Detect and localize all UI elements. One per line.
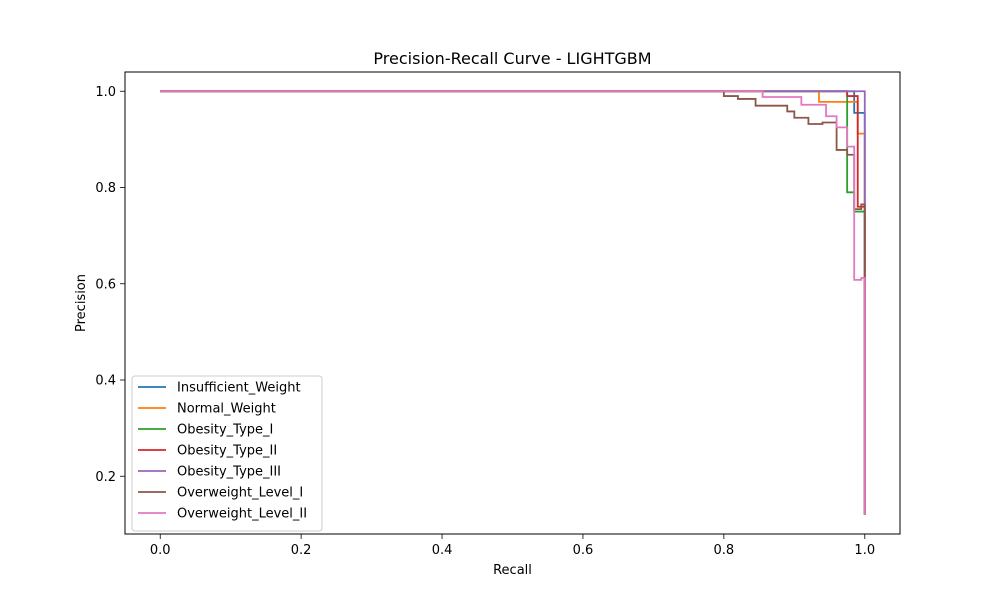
legend-box [131, 375, 323, 532]
legend-entry: Obesity_Type_I [177, 423, 273, 438]
legend: Insufficient_Weight Normal_Weight Obesity_… [131, 375, 323, 532]
y-axis: 0.2 0.4 0.6 0.8 1.0 [95, 85, 125, 485]
chart-title: Precision-Recall Curve - LIGHTGBM [373, 49, 651, 68]
legend-entry: Overweight_Level_I [177, 486, 303, 501]
x-tick-label: 1.0 [854, 543, 875, 558]
legend-entry: Normal_Weight [177, 402, 276, 417]
legend-entry: Obesity_Type_II [177, 444, 277, 459]
y-tick-label: 1.0 [95, 85, 116, 100]
series-layer [160, 90, 866, 515]
series-line-overweight-level-ii [160, 90, 866, 515]
x-axis: 0.0 0.2 0.4 0.6 0.8 1.0 [150, 534, 875, 558]
x-tick-label: 0.8 [714, 543, 735, 558]
y-tick-label: 0.6 [95, 277, 116, 292]
x-tick-label: 0.4 [432, 543, 453, 558]
y-tick-label: 0.4 [95, 374, 116, 389]
x-tick-label: 0.0 [150, 543, 171, 558]
legend-entry: Insufficient_Weight [177, 381, 301, 396]
x-tick-label: 0.6 [573, 543, 594, 558]
x-tick-label: 0.2 [291, 543, 312, 558]
legend-entry: Overweight_Level_II [177, 507, 307, 522]
y-tick-label: 0.8 [95, 181, 116, 196]
y-axis-label: Precision [74, 274, 89, 332]
legend-entry: Obesity_Type_III [177, 465, 281, 480]
plot-frame [124, 71, 901, 535]
y-tick-label: 0.2 [95, 470, 116, 485]
x-axis-label: Recall [493, 563, 532, 578]
